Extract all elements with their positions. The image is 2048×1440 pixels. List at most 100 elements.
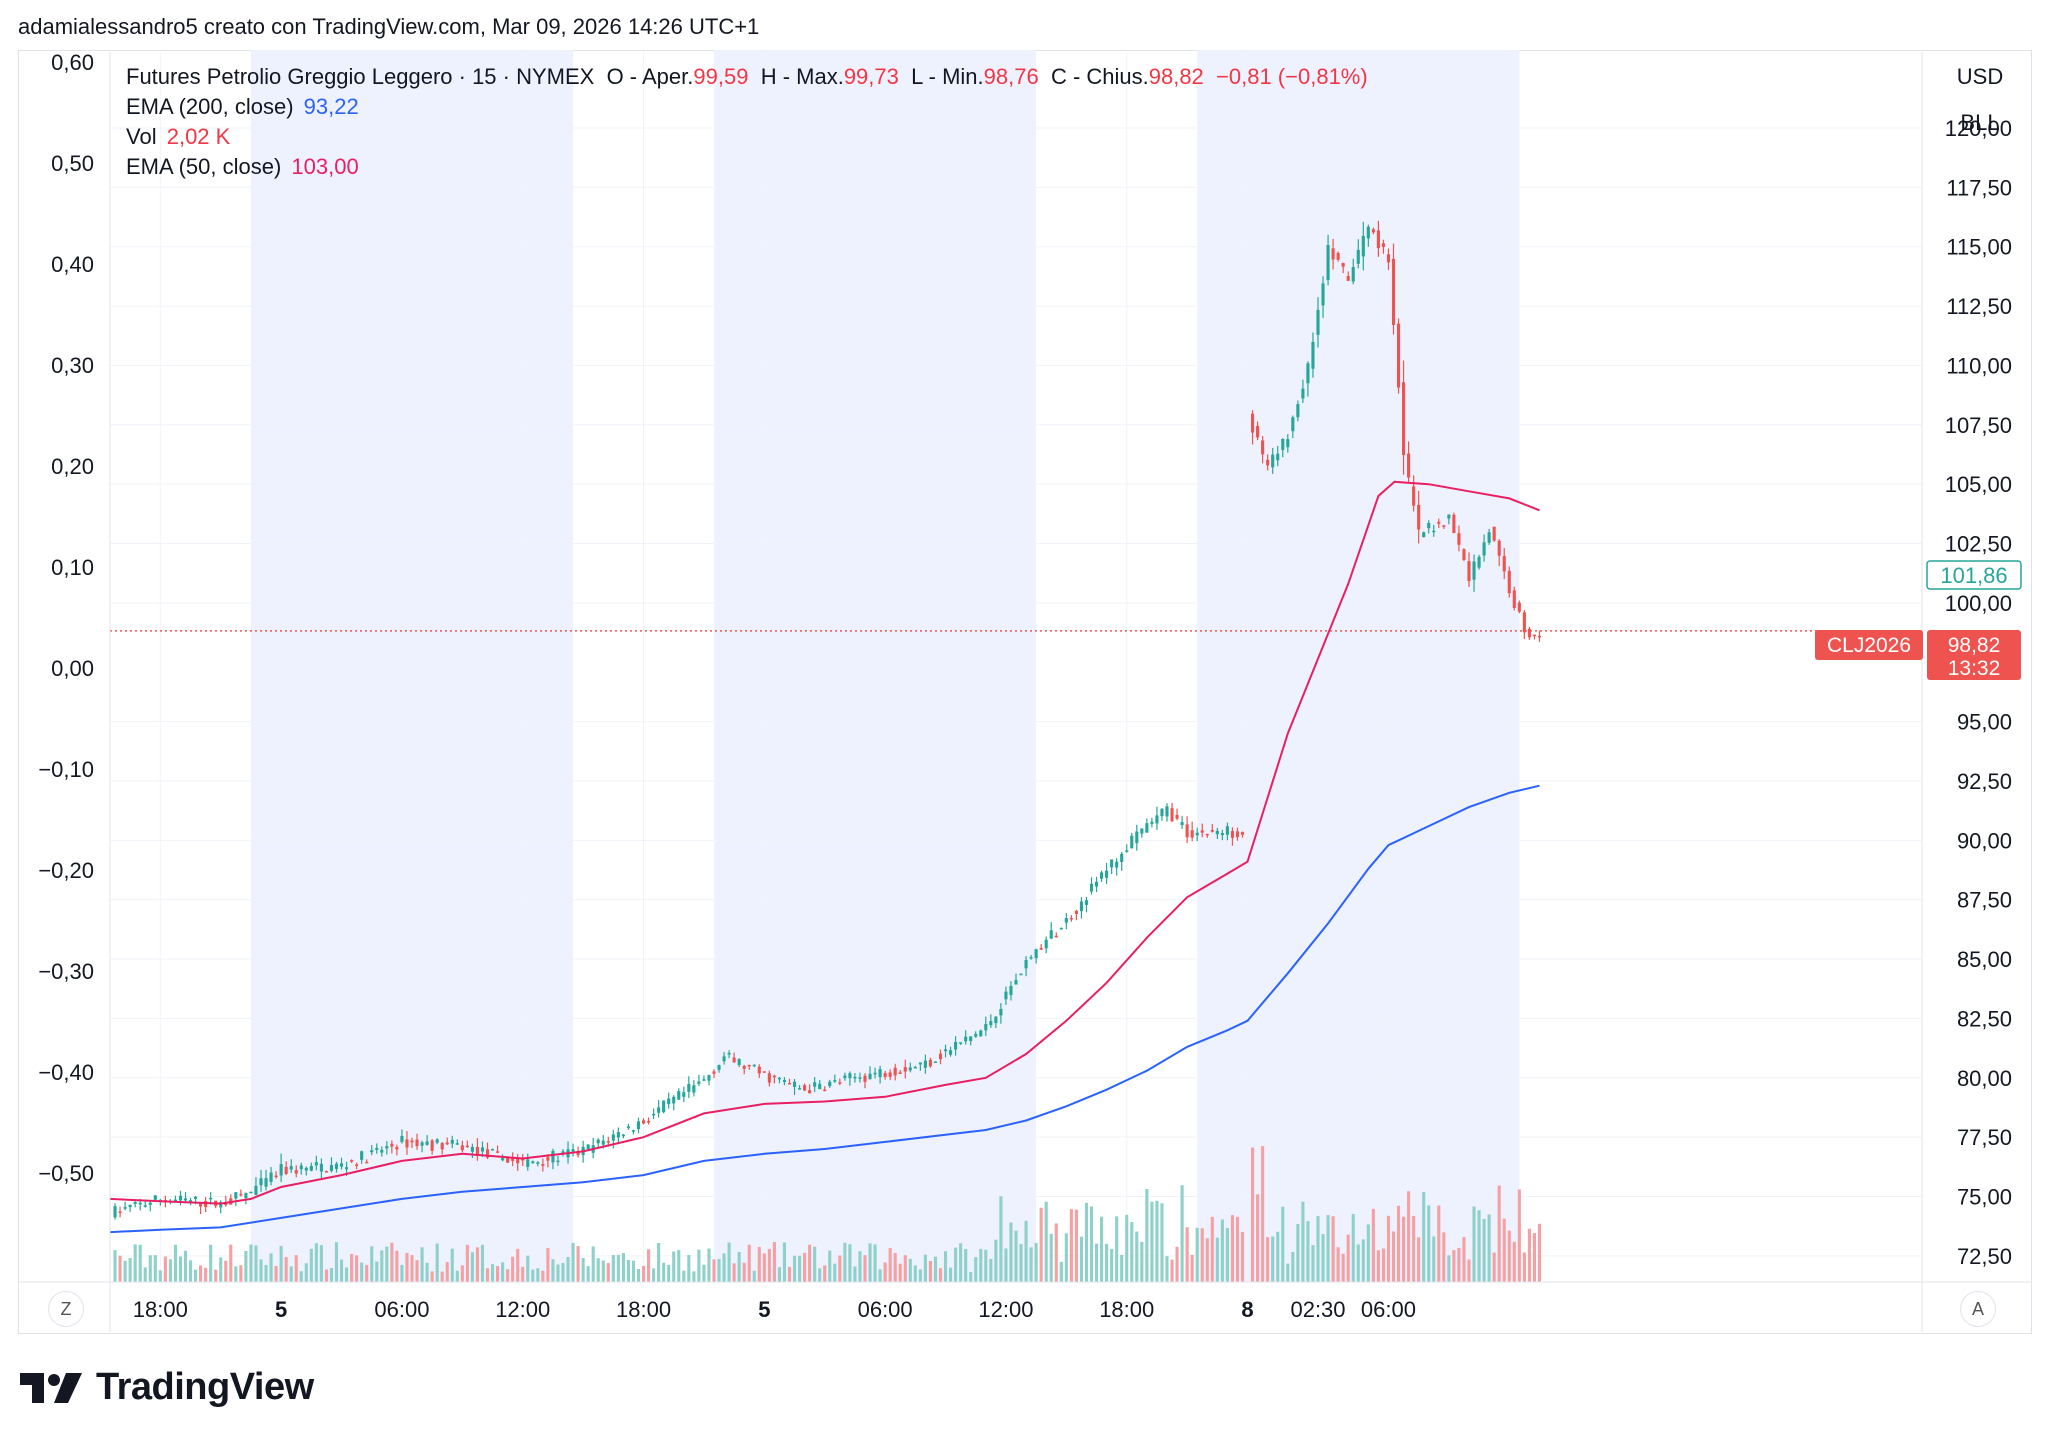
volume-bar: [833, 1263, 837, 1282]
volume-bar: [1256, 1194, 1260, 1282]
volume-bar: [1271, 1236, 1275, 1282]
change-value: −0,81 (−0,81%): [1216, 64, 1368, 89]
volume-bar: [1205, 1238, 1209, 1282]
candle-up: [209, 1197, 213, 1200]
volume-bar: [561, 1263, 565, 1282]
volume-bar: [1266, 1237, 1270, 1282]
candle-up: [677, 1091, 681, 1100]
candle-up: [254, 1185, 258, 1195]
volume-bar: [1064, 1233, 1068, 1282]
candle-up: [1432, 530, 1436, 533]
volume-bar: [1190, 1254, 1194, 1282]
candle-up: [128, 1204, 132, 1208]
volume-bar: [415, 1260, 419, 1282]
volume-bar: [1492, 1252, 1496, 1282]
candle-up: [1477, 556, 1481, 568]
candle-down: [1502, 556, 1506, 572]
volume-bar: [496, 1266, 500, 1282]
volume-bar: [123, 1260, 127, 1282]
volume-bar: [928, 1261, 932, 1282]
volume-bar: [687, 1254, 691, 1282]
candle-down: [787, 1082, 792, 1085]
legend-ema50-row[interactable]: EMA (50, close) 103,00: [126, 152, 1368, 182]
candle-down: [541, 1164, 545, 1166]
candle-down: [118, 1211, 122, 1213]
candle-up: [1125, 850, 1129, 852]
volume-bar: [1512, 1241, 1516, 1282]
candle-up: [375, 1147, 379, 1150]
candle-down: [883, 1073, 887, 1077]
candle-up: [1059, 928, 1063, 930]
candle-down: [324, 1171, 328, 1173]
legend-volume-row[interactable]: Vol 2,02 K: [126, 122, 1368, 152]
volume-bar: [1356, 1244, 1360, 1282]
candle-up: [1326, 245, 1330, 280]
volume-bar: [264, 1264, 268, 1282]
auto-scale-right-button[interactable]: A: [1960, 1291, 1996, 1327]
volume-bar: [1009, 1222, 1013, 1282]
volume-bar: [697, 1249, 701, 1282]
candle-up: [1019, 973, 1023, 976]
candle-up: [435, 1139, 439, 1143]
candle-up: [1110, 859, 1114, 868]
volume-bar: [752, 1270, 756, 1282]
volume-bar: [319, 1245, 323, 1282]
volume-bar: [1396, 1205, 1401, 1282]
candle-up: [1220, 833, 1224, 836]
volume-bar: [430, 1271, 434, 1282]
candle-down: [747, 1064, 751, 1067]
high-label: H - Max.: [760, 64, 844, 89]
price-chart[interactable]: 72,5075,0077,5080,0082,5085,0087,5090,00…: [0, 0, 2048, 1340]
candle-up: [818, 1083, 822, 1090]
price-tick-label: 117,50: [1946, 175, 2012, 200]
candle-up: [269, 1172, 273, 1182]
candle-up: [878, 1069, 882, 1078]
candle-down: [274, 1175, 278, 1178]
candle-up: [1155, 815, 1159, 824]
candle-up: [455, 1143, 459, 1145]
volume-bar: [1532, 1233, 1536, 1282]
candle-up: [1140, 828, 1144, 834]
currency-label[interactable]: USD: [1956, 64, 2004, 89]
candle-down: [641, 1120, 646, 1124]
candle-down: [1391, 258, 1396, 325]
candle-up: [687, 1083, 691, 1092]
volume-bar: [984, 1249, 988, 1282]
candle-up: [561, 1151, 565, 1154]
candle-up: [1487, 532, 1491, 543]
candle-up: [1120, 853, 1124, 863]
volume-bar: [1110, 1249, 1114, 1282]
chart-legend[interactable]: Futures Petrolio Greggio Leggero · 15 · …: [126, 62, 1368, 182]
volume-bar: [767, 1248, 771, 1282]
candle-up: [571, 1149, 575, 1152]
candle-up: [526, 1159, 530, 1167]
candle-down: [803, 1085, 807, 1091]
volume-bar: [954, 1247, 958, 1282]
volume-bar: [410, 1255, 414, 1282]
volume-bar: [284, 1257, 288, 1282]
volume-bar: [903, 1255, 907, 1282]
volume-bar: [128, 1257, 132, 1282]
candle-up: [1180, 822, 1184, 825]
candle-down: [1517, 602, 1521, 612]
volume-bar: [717, 1259, 721, 1282]
auto-scale-left-button[interactable]: Z: [48, 1291, 84, 1327]
price-tick-label: 107,50: [1945, 413, 2012, 438]
volume-bar: [1321, 1234, 1325, 1282]
symbol-title: Futures Petrolio Greggio Leggero · 15 · …: [126, 64, 595, 89]
candle-up: [133, 1202, 137, 1204]
legend-ema200-row[interactable]: EMA (200, close) 93,22: [126, 92, 1368, 122]
legend-ohlc-row[interactable]: Futures Petrolio Greggio Leggero · 15 · …: [126, 62, 1368, 92]
svg-text:101,86: 101,86: [1940, 563, 2007, 588]
volume-bar: [601, 1260, 605, 1282]
volume-bar: [923, 1254, 927, 1282]
volume-bar: [309, 1248, 313, 1282]
unit-label[interactable]: BLL: [1960, 110, 2000, 135]
volume-bar: [1039, 1207, 1043, 1282]
volume-bar: [959, 1243, 963, 1282]
volume-bar: [566, 1257, 570, 1282]
volume-bar: [465, 1244, 469, 1282]
candle-up: [1225, 826, 1229, 835]
candle-up: [143, 1205, 147, 1207]
volume-bar: [380, 1250, 384, 1282]
